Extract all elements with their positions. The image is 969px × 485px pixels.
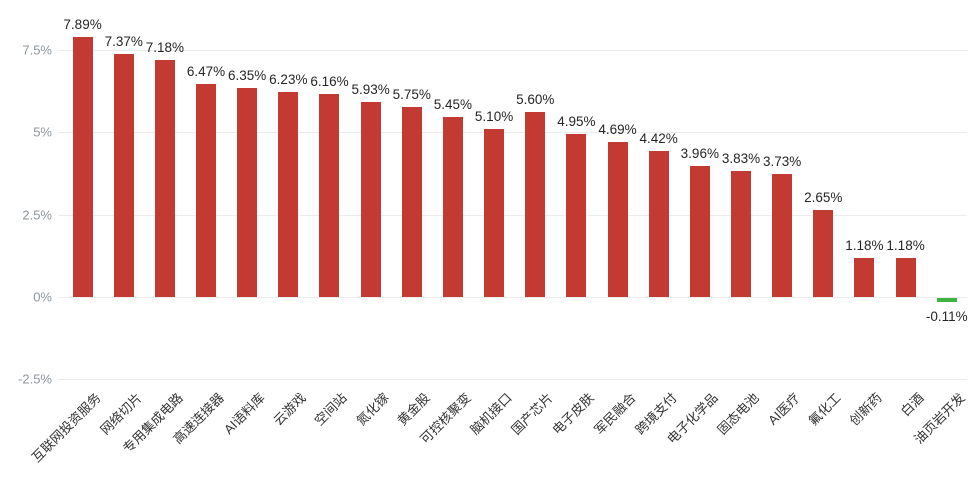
x-axis-label: AI语料库 — [221, 390, 268, 438]
bar-value-label: 3.83% — [721, 150, 761, 166]
bar — [196, 83, 217, 297]
bar — [648, 151, 669, 297]
bar-value-label: 1.18% — [845, 238, 884, 254]
x-axis-label: 脑机接口 — [467, 390, 515, 438]
gridline — [58, 214, 967, 216]
bar-value-label: 3.96% — [680, 146, 719, 162]
bar-value-label: 7.37% — [104, 34, 143, 50]
bar — [854, 258, 875, 297]
bar-value-label: 4.95% — [557, 113, 596, 129]
bar-value-label: 7.18% — [145, 40, 185, 56]
bar — [72, 36, 93, 297]
y-axis-tick-label: 5% — [33, 124, 52, 140]
gridline — [58, 49, 967, 51]
bar — [442, 117, 463, 297]
bar-value-label: 7.89% — [63, 16, 102, 32]
bar-value-label: 6.23% — [269, 71, 308, 87]
bar-value-label: 5.75% — [392, 87, 431, 103]
bar-value-label: 3.73% — [762, 154, 802, 170]
bar-value-label: 4.69% — [598, 122, 637, 138]
bar — [689, 166, 710, 297]
bar — [772, 174, 793, 297]
bar-value-label: 6.35% — [228, 67, 267, 83]
gridline — [58, 132, 967, 134]
bar — [813, 209, 834, 297]
x-axis-label: 军民融合 — [590, 390, 639, 438]
x-axis-label: 氟化工 — [805, 390, 844, 429]
x-axis-label: 氮化镓 — [353, 390, 392, 429]
bar — [154, 60, 175, 297]
y-axis-tick-label: 7.5% — [22, 42, 52, 58]
bar — [525, 112, 546, 297]
bar — [319, 93, 340, 297]
bar-value-label: 6.16% — [310, 73, 349, 89]
bar-value-label: 5.45% — [433, 97, 473, 113]
y-axis-tick-label: 2.5% — [22, 207, 52, 223]
x-axis-label: 国产芯片 — [508, 390, 556, 438]
bar — [484, 128, 505, 297]
bar — [730, 170, 751, 297]
bar-value-label: 4.42% — [639, 131, 678, 147]
x-axis-label: AI医疗 — [765, 390, 803, 428]
bar-value-label: 2.65% — [804, 189, 843, 205]
y-axis-tick-label: 0% — [33, 289, 52, 305]
bar — [237, 87, 258, 297]
bar-value-label: 6.47% — [186, 63, 226, 79]
x-axis-label: 互联网投资服务 — [28, 390, 104, 466]
gridline — [58, 297, 967, 298]
bar-value-label: 5.10% — [474, 108, 514, 124]
bar-value-label: 1.18% — [886, 238, 925, 254]
bar — [936, 298, 957, 302]
x-axis-label: 电子皮肤 — [549, 390, 598, 438]
bar — [360, 101, 381, 297]
bar — [113, 54, 134, 297]
x-axis-label: 云游戏 — [270, 390, 310, 429]
bar-value-label: 5.93% — [351, 81, 390, 97]
bar — [566, 133, 587, 297]
y-axis-tick-label: -2.5% — [18, 371, 52, 387]
x-axis-label: 白酒 — [897, 390, 927, 420]
x-axis-label: 创新药 — [846, 390, 886, 429]
bar-value-label: 5.60% — [516, 92, 555, 108]
bar — [607, 142, 628, 297]
bar-value-label: -0.11% — [925, 309, 968, 324]
x-axis-label: 固态电池 — [714, 390, 762, 438]
x-axis-label: 空间站 — [312, 390, 351, 429]
bar — [278, 91, 299, 297]
gridline — [58, 379, 967, 381]
bar — [401, 107, 422, 297]
bar — [895, 258, 916, 297]
